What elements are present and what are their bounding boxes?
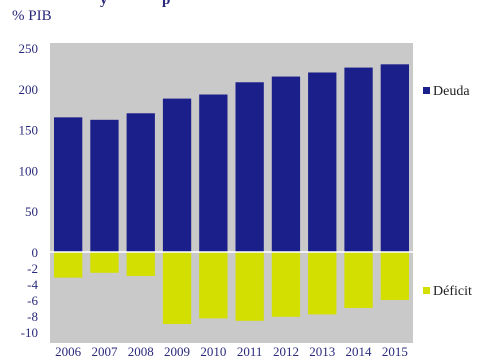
x-tick-label: 2006: [55, 344, 82, 359]
y-tick-label: -2: [27, 261, 38, 276]
bar-deficit-2011: [235, 252, 264, 321]
x-tick-label: 2009: [164, 344, 190, 359]
x-tick-label: 2014: [346, 344, 373, 359]
x-tick-label: 2011: [237, 344, 263, 359]
bar-deficit-2012: [271, 252, 301, 317]
bar-deficit-2014: [344, 252, 373, 308]
legend-label-deuda: Deuda: [433, 84, 470, 99]
y-ticks-upper: 250 200 150 100 50 0: [19, 41, 39, 260]
y-tick-label: 250: [19, 41, 39, 56]
bar-deficit-2010: [199, 252, 228, 319]
x-tick-label: 2012: [273, 344, 299, 359]
bar-deficit-2009: [162, 252, 192, 324]
x-ticks: 2006 2007 2008 2009 2010 2011 2012 2013 2014 2015: [55, 344, 408, 359]
y-tick-label: 100: [19, 163, 39, 178]
y-tick-label: 0: [32, 245, 39, 260]
x-tick-label: 2010: [200, 344, 226, 359]
x-tick-label: 2013: [309, 344, 335, 359]
y-unit-label: % PIB: [12, 8, 52, 24]
bar-deuda-2015: [380, 64, 409, 252]
bar-deuda-2008: [126, 113, 155, 252]
deficit-bars: [53, 252, 409, 324]
debt-bars: [53, 64, 409, 253]
y-tick-label: -8: [27, 309, 38, 324]
bar-deuda-2012: [271, 76, 301, 252]
y-ticks-lower: -2-4-6-8-10: [21, 261, 39, 340]
x-tick-label: 2007: [91, 344, 118, 359]
bar-deuda-2006: [53, 117, 83, 252]
bar-deficit-2006: [53, 252, 83, 278]
bar-deuda-2011: [235, 82, 264, 253]
y-tick-label: 50: [25, 204, 38, 219]
y-tick-label: -4: [27, 277, 38, 292]
legend-label-deficit: Déficit: [433, 284, 472, 299]
bar-deuda-2009: [162, 98, 192, 252]
bar-deficit-2013: [308, 252, 337, 315]
legend-swatch-deficit: [423, 287, 430, 294]
bar-deuda-2014: [344, 67, 373, 252]
chart-subtitle-fragment: p: [162, 0, 170, 8]
legend-swatch-deuda: [423, 87, 430, 94]
bar-deuda-2007: [90, 119, 119, 252]
y-tick-label: 150: [19, 123, 39, 138]
chart-title-fragment: y: [100, 0, 108, 8]
bar-deficit-2008: [126, 252, 155, 276]
bar-deficit-2015: [380, 252, 409, 300]
x-tick-label: 2015: [382, 344, 408, 359]
y-tick-label: -6: [27, 293, 38, 308]
bar-deuda-2013: [308, 72, 337, 252]
bar-deficit-2007: [90, 252, 119, 273]
y-tick-label: -10: [21, 325, 38, 340]
bar-deuda-2010: [199, 94, 228, 252]
y-tick-label: 200: [19, 82, 39, 97]
x-tick-label: 2008: [128, 344, 154, 359]
